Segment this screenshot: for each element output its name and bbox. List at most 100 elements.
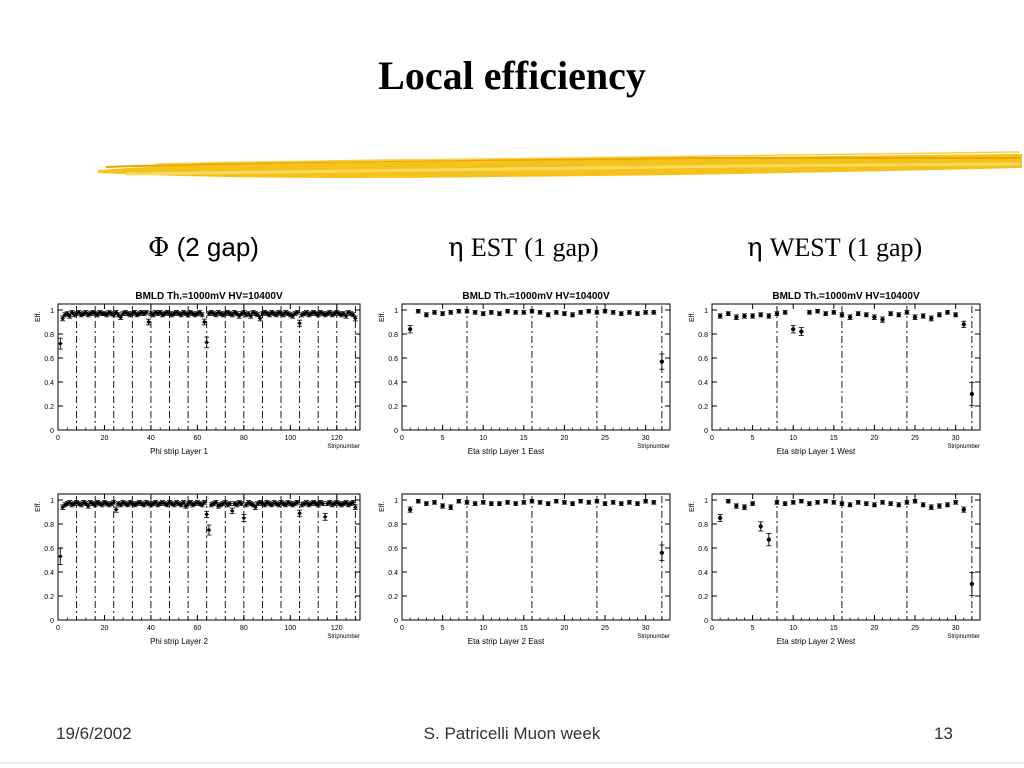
x-axis-unit: Stripnumber: [327, 634, 360, 640]
data-point: [408, 507, 413, 512]
data-point: [235, 503, 239, 507]
data-point: [481, 500, 486, 505]
x-tick-label: 25: [911, 435, 919, 442]
data-point: [151, 313, 155, 317]
data-point: [643, 499, 648, 504]
data-point: [186, 313, 190, 317]
data-point: [521, 310, 526, 315]
data-point: [61, 316, 65, 320]
y-tick-label: 0.8: [388, 522, 398, 529]
data-point: [602, 309, 608, 314]
data-point: [651, 500, 656, 505]
data-point: [440, 503, 445, 509]
data-point: [353, 316, 357, 320]
data-point: [635, 501, 640, 506]
data-point: [750, 313, 755, 319]
data-point: [521, 500, 526, 505]
x-axis-label: Eta strip Layer 2 West: [777, 637, 856, 646]
data-point: [537, 310, 543, 315]
data-point: [627, 500, 632, 505]
plot-svg: BMLD Th.=1000mV HV=10400V Eff. 0 0.2 0.4 0.6 0…: [379, 291, 671, 456]
data-point: [782, 501, 788, 506]
data-point: [323, 515, 327, 519]
x-tick-label: 60: [193, 435, 201, 442]
data-point: [258, 316, 262, 320]
y-tick-label: 0.8: [698, 332, 708, 339]
data-point: [718, 515, 723, 521]
data-point: [896, 502, 901, 507]
data-point: [295, 500, 299, 504]
data-point: [823, 311, 828, 316]
x-tick-label: 25: [601, 435, 609, 442]
data-point: [529, 499, 535, 504]
data-point: [831, 310, 836, 315]
phi-gap-label: (2 gap): [176, 232, 259, 262]
plot-frame: [401, 493, 671, 621]
x-tick-label: 120: [331, 435, 343, 442]
data-point: [281, 313, 285, 317]
y-tick-label: 0.6: [698, 356, 708, 363]
data-point: [316, 503, 320, 507]
data-point: [505, 500, 510, 505]
x-tick-label: 100: [284, 625, 296, 632]
data-point: [214, 500, 218, 504]
data-point: [416, 499, 421, 504]
footer-author: S. Patricelli Muon week: [423, 724, 601, 743]
y-tick-label: 1: [704, 308, 708, 315]
data-point: [904, 500, 910, 505]
data-point: [95, 313, 100, 317]
data-point: [815, 500, 820, 505]
x-tick-label: 25: [601, 625, 609, 632]
data-point: [912, 315, 918, 320]
data-point: [489, 501, 494, 506]
data-point: [815, 309, 820, 314]
y-tick-label: 0.8: [388, 332, 398, 339]
x-tick-label: 5: [441, 625, 445, 632]
x-tick-label: 30: [642, 625, 650, 632]
data-point: [856, 500, 861, 505]
data-point: [734, 503, 739, 509]
x-tick-label: 0: [56, 435, 60, 442]
data-point: [505, 309, 510, 314]
y-tick-label: 0.2: [698, 404, 708, 411]
phi-symbol: Φ: [148, 233, 170, 263]
x-tick-label: 40: [147, 435, 155, 442]
x-tick-label: 15: [520, 625, 528, 632]
x-tick-label: 15: [830, 625, 838, 632]
data-point: [277, 503, 281, 507]
data-point: [228, 502, 232, 506]
y-tick-label: 0.2: [388, 594, 398, 601]
data-point: [119, 315, 123, 319]
data-point: [424, 501, 429, 506]
data-point: [969, 581, 974, 587]
x-tick-label: 20: [101, 625, 109, 632]
x-tick-label: 10: [479, 625, 487, 632]
plot-title: BMLD Th.=1000mV HV=10400V: [135, 291, 283, 302]
x-tick-label: 15: [520, 435, 528, 442]
data-point: [205, 340, 209, 344]
data-point: [921, 502, 926, 507]
data-point: [586, 500, 591, 505]
data-point: [651, 310, 656, 315]
data-point: [570, 501, 575, 506]
x-tick-label: 0: [400, 625, 404, 632]
y-tick-label: 0.4: [388, 380, 398, 387]
y-tick-label: 1: [394, 308, 398, 315]
data-point: [114, 508, 118, 512]
data-point: [831, 500, 836, 505]
x-axis-unit: Stripnumber: [327, 444, 360, 450]
data-point: [165, 503, 169, 507]
data-point: [205, 512, 209, 516]
data-point: [872, 502, 877, 507]
data-point: [58, 342, 62, 346]
x-tick-label: 0: [710, 625, 714, 632]
data-point: [864, 312, 869, 317]
data-point: [912, 499, 918, 504]
data-point: [847, 315, 853, 320]
data-point: [112, 500, 116, 504]
y-tick-label: 0: [394, 428, 398, 435]
data-point: [791, 500, 796, 505]
y-tick-label: 0.4: [388, 570, 398, 577]
y-tick-label: 1: [394, 498, 398, 505]
